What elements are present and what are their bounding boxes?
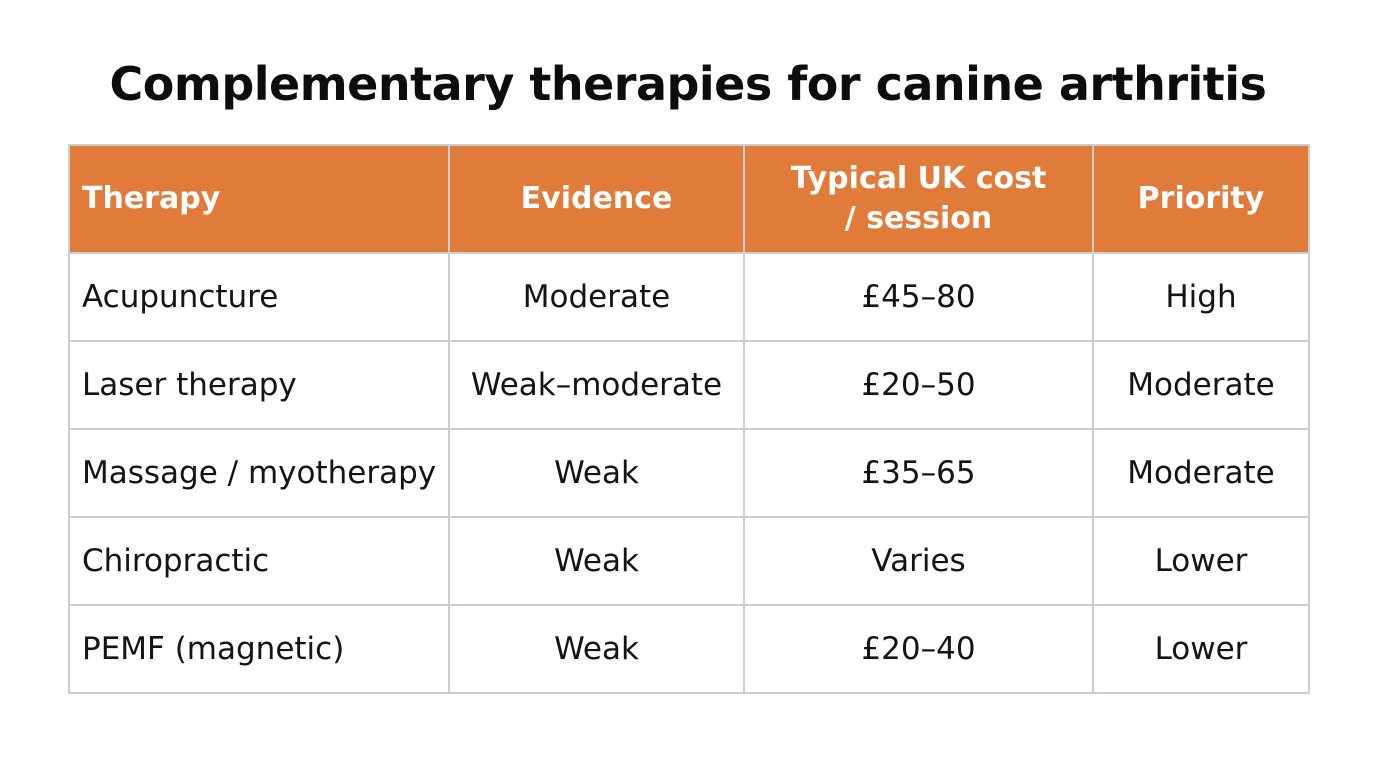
table-header-row: Therapy Evidence Typical UK cost / sessi… xyxy=(68,144,1310,254)
cell-therapy: Massage / myotherapy xyxy=(68,428,450,518)
cell-therapy: Laser therapy xyxy=(68,340,450,430)
table-row: Laser therapy Weak–moderate £20–50 Moder… xyxy=(68,340,1310,430)
table-row: Chiropractic Weak Varies Lower xyxy=(68,516,1310,606)
therapies-table: Therapy Evidence Typical UK cost / sessi… xyxy=(68,144,1310,694)
cell-cost: Varies xyxy=(743,516,1094,606)
column-header-cost-line1: Typical UK cost xyxy=(790,161,1047,196)
cell-priority: Lower xyxy=(1092,516,1310,606)
cell-priority: Lower xyxy=(1092,604,1310,694)
cell-priority: Moderate xyxy=(1092,340,1310,430)
cell-cost: £20–40 xyxy=(743,604,1094,694)
column-header-priority: Priority xyxy=(1092,144,1310,254)
table-row: Massage / myotherapy Weak £35–65 Moderat… xyxy=(68,428,1310,518)
cell-priority: Moderate xyxy=(1092,428,1310,518)
column-header-cost: Typical UK cost / session xyxy=(743,144,1094,254)
cell-cost: £20–50 xyxy=(743,340,1094,430)
cell-cost: £45–80 xyxy=(743,252,1094,342)
cell-therapy: PEMF (magnetic) xyxy=(68,604,450,694)
cell-evidence: Weak xyxy=(448,604,745,694)
table-row: Acupuncture Moderate £45–80 High xyxy=(68,252,1310,342)
column-header-evidence: Evidence xyxy=(448,144,745,254)
cell-therapy: Chiropractic xyxy=(68,516,450,606)
cell-evidence: Weak xyxy=(448,516,745,606)
column-header-therapy: Therapy xyxy=(68,144,450,254)
table-row: PEMF (magnetic) Weak £20–40 Lower xyxy=(68,604,1310,694)
column-header-cost-line2: / session xyxy=(844,201,993,236)
cell-cost: £35–65 xyxy=(743,428,1094,518)
cell-priority: High xyxy=(1092,252,1310,342)
page-title: Complementary therapies for canine arthr… xyxy=(109,57,1267,111)
cell-evidence: Weak xyxy=(448,428,745,518)
cell-evidence: Moderate xyxy=(448,252,745,342)
cell-evidence: Weak–moderate xyxy=(448,340,745,430)
cell-therapy: Acupuncture xyxy=(68,252,450,342)
